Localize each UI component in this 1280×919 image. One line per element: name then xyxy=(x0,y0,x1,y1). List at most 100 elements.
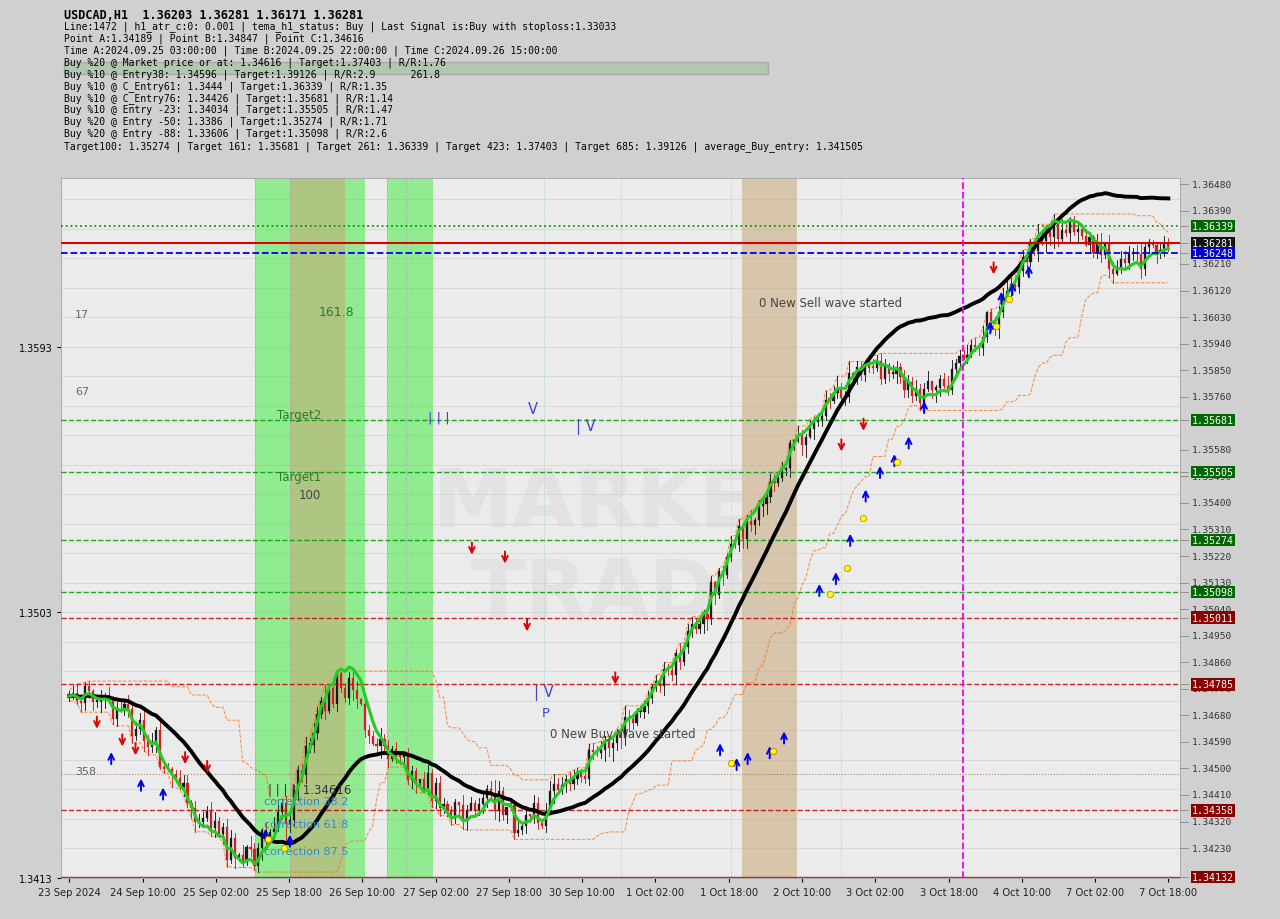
Bar xyxy=(532,803,535,816)
Bar xyxy=(364,704,366,731)
Bar xyxy=(474,803,476,811)
Bar xyxy=(794,441,795,443)
Bar xyxy=(320,701,323,714)
Bar xyxy=(970,346,973,356)
Bar xyxy=(1143,247,1146,270)
Bar xyxy=(589,751,590,779)
Bar xyxy=(529,813,531,816)
Bar xyxy=(828,399,831,402)
Text: 1.36390: 1.36390 xyxy=(1192,207,1233,216)
Bar xyxy=(746,522,748,539)
Bar xyxy=(714,583,717,596)
Text: MARKET
TRADE: MARKET TRADE xyxy=(433,465,809,633)
Bar xyxy=(832,394,835,402)
Bar xyxy=(1053,223,1055,238)
Text: Buy %10 @ Entry -23: 1.34034 | Target:1.35505 | R/R:1.47: Buy %10 @ Entry -23: 1.34034 | Target:1.… xyxy=(64,105,393,115)
Bar xyxy=(659,681,662,686)
Bar xyxy=(908,382,910,391)
Text: 1.35098: 1.35098 xyxy=(1192,587,1234,597)
Text: 1.36210: 1.36210 xyxy=(1192,260,1233,269)
Bar xyxy=(887,366,890,375)
Bar xyxy=(1025,257,1028,262)
Text: correction 38.2: correction 38.2 xyxy=(264,796,348,806)
Bar xyxy=(513,805,516,834)
Bar xyxy=(183,783,184,787)
Text: Target100: 1.35274 | Target 161: 1.35681 | Target 261: 1.36339 | Target 423: 1.3: Target100: 1.35274 | Target 161: 1.35681… xyxy=(64,141,863,152)
Bar xyxy=(388,746,389,759)
Bar xyxy=(580,772,582,777)
Bar xyxy=(742,179,797,878)
Bar xyxy=(777,478,780,484)
Bar xyxy=(360,699,362,704)
Bar xyxy=(549,791,550,811)
Bar xyxy=(876,362,878,369)
Bar xyxy=(1021,257,1024,271)
Bar xyxy=(407,755,410,780)
Bar xyxy=(1037,239,1039,252)
Bar xyxy=(868,366,870,369)
Text: 67: 67 xyxy=(74,386,88,396)
Bar xyxy=(737,527,740,545)
Bar xyxy=(1152,244,1153,246)
Text: 1.35580: 1.35580 xyxy=(1192,446,1233,455)
Bar xyxy=(344,688,346,698)
Bar xyxy=(978,346,980,348)
Bar xyxy=(785,469,787,471)
Bar xyxy=(1135,252,1138,255)
Bar xyxy=(525,815,527,826)
Bar xyxy=(1164,245,1166,250)
Bar xyxy=(84,686,86,703)
Bar xyxy=(253,849,256,866)
Text: 1.35040: 1.35040 xyxy=(1192,605,1233,614)
Bar xyxy=(191,803,192,808)
Text: Buy %20 @ Entry -88: 1.33606 | Target:1.35098 | R/R:2.6: Buy %20 @ Entry -88: 1.33606 | Target:1.… xyxy=(64,129,387,139)
Text: 1.35681: 1.35681 xyxy=(1192,415,1234,425)
Bar xyxy=(974,346,977,348)
Bar xyxy=(805,437,806,446)
Text: 1.35130: 1.35130 xyxy=(1192,578,1233,587)
Bar xyxy=(1010,284,1012,291)
Text: correction 87.5: correction 87.5 xyxy=(264,846,348,857)
Text: | | |: | | | xyxy=(428,412,449,425)
Bar xyxy=(911,382,914,397)
Bar xyxy=(163,767,165,769)
Bar xyxy=(155,730,157,745)
Bar xyxy=(221,827,224,834)
Text: V: V xyxy=(527,402,538,416)
Bar xyxy=(663,669,666,686)
Bar xyxy=(100,700,102,702)
Bar xyxy=(426,773,429,789)
Bar xyxy=(1069,222,1071,234)
Bar xyxy=(947,387,948,390)
Bar xyxy=(276,812,279,830)
Text: 0 New Buy Wave started: 0 New Buy Wave started xyxy=(550,727,696,740)
Bar xyxy=(675,653,677,675)
Bar xyxy=(703,614,704,624)
Bar xyxy=(608,740,611,748)
Bar xyxy=(462,805,465,822)
Bar xyxy=(348,678,351,698)
Text: Buy %10 @ Entry38: 1.34596 | Target:1.39126 | R/R:2.9      261.8: Buy %10 @ Entry38: 1.34596 | Target:1.39… xyxy=(64,69,440,79)
Bar xyxy=(127,704,129,709)
Bar xyxy=(340,673,342,688)
Bar xyxy=(119,709,122,711)
Bar xyxy=(995,322,996,330)
Bar xyxy=(242,855,243,862)
Bar xyxy=(813,423,815,430)
Bar xyxy=(671,671,673,675)
Bar xyxy=(864,366,867,376)
Bar xyxy=(415,771,417,783)
Bar xyxy=(564,779,567,785)
Bar xyxy=(1073,222,1075,233)
Bar xyxy=(1076,230,1079,233)
Bar xyxy=(218,822,220,834)
Text: Target2: Target2 xyxy=(276,408,321,422)
Bar xyxy=(963,356,965,358)
Bar xyxy=(1018,271,1020,288)
Bar xyxy=(797,435,799,441)
Bar xyxy=(1092,238,1094,254)
Bar xyxy=(998,312,1000,330)
Bar xyxy=(289,179,346,878)
Bar xyxy=(238,855,239,857)
Bar xyxy=(640,710,641,713)
